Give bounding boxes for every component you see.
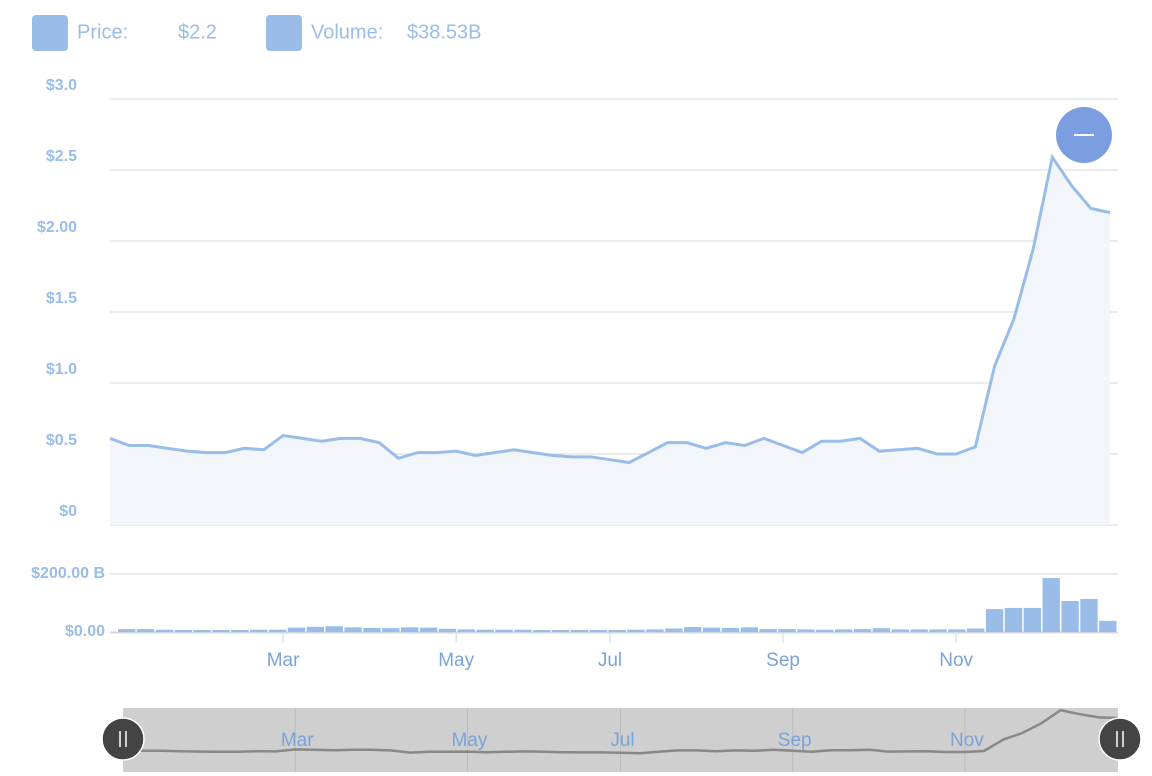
volume-bar [985, 609, 1004, 632]
volume-bar [740, 627, 759, 632]
navigator-handle[interactable] [1098, 717, 1142, 761]
y-tick-label: $2.5 [46, 148, 77, 165]
legend-swatch [32, 15, 68, 51]
volume-bar [967, 628, 985, 632]
x-tick-label: Nov [939, 650, 973, 671]
volume-bar [174, 629, 192, 632]
volume-bar [702, 627, 721, 632]
volume-bar [382, 628, 400, 632]
navigator-label: Jul [610, 730, 634, 751]
volume-bar [533, 629, 551, 632]
volume-bar [231, 629, 249, 632]
volume-bar [419, 627, 438, 632]
volume-bar [872, 628, 891, 632]
volume-bar [401, 627, 419, 632]
x-tick-label: Mar [267, 650, 300, 671]
volume-bar [476, 629, 494, 632]
volume-bar [853, 629, 872, 632]
x-tick-label: May [438, 650, 474, 671]
y-tick-label: $200.00 B [31, 565, 105, 582]
y-tick-label: $2.00 [37, 219, 77, 236]
volume-bar [118, 629, 136, 632]
volume-bar [325, 626, 343, 632]
volume-bar [797, 629, 815, 632]
volume-bar [608, 629, 626, 632]
volume-bar [1042, 578, 1060, 632]
volume-bar [363, 627, 381, 632]
y-tick-label: $1.0 [46, 361, 77, 378]
volume-bar [834, 629, 853, 632]
volume-bar [1061, 600, 1079, 632]
volume-bar [1004, 607, 1023, 632]
volume-bar [759, 629, 777, 632]
volume-bar [268, 629, 287, 632]
volume-bar [948, 629, 966, 632]
price-area [110, 157, 1110, 525]
volume-bar [193, 629, 211, 632]
legend-label: Volume: [311, 21, 383, 43]
volume-bar [551, 629, 570, 632]
navigator-label: May [451, 730, 487, 751]
volume-bar [344, 627, 362, 632]
volume-bar [212, 629, 230, 632]
volume-bar [627, 629, 645, 632]
volume-bar [778, 629, 796, 632]
price-line [109, 153, 1111, 465]
y-tick-label: $0.5 [46, 432, 77, 449]
y-tick-label: $3.0 [46, 77, 77, 94]
navigator-label: Sep [778, 730, 812, 751]
x-tick-label: Jul [598, 650, 622, 671]
volume-bar [457, 629, 475, 632]
legend-value: $2.2 [178, 21, 217, 43]
volume-bar [1099, 620, 1117, 632]
volume-bar [684, 627, 702, 632]
volume-bar [1023, 607, 1042, 632]
volume-bar [250, 629, 268, 632]
x-tick-label: Sep [766, 650, 800, 671]
navigator-label: Nov [950, 730, 984, 751]
volume-bar [306, 626, 325, 632]
volume-bar [287, 627, 306, 632]
volume-bar [570, 629, 589, 632]
volume-bar [514, 629, 532, 632]
y-tick-label: $1.5 [46, 290, 77, 307]
y-tick-label: $0 [59, 503, 77, 520]
y-tick-label: $0.00 [65, 623, 105, 640]
volume-bar [1080, 598, 1098, 632]
navigator-handle[interactable] [101, 717, 145, 761]
volume-bar [155, 629, 174, 632]
navigator-line [122, 708, 1119, 755]
navigator-label: Mar [281, 730, 314, 751]
volume-bar [589, 629, 608, 632]
volume-bar [929, 629, 947, 632]
volume-bar [665, 628, 683, 632]
volume-bar [136, 629, 155, 632]
volume-bar [891, 629, 909, 632]
volume-bar [646, 629, 664, 632]
volume-bar [495, 629, 513, 632]
volume-bar [816, 629, 834, 632]
legend-swatch [266, 15, 302, 51]
volume-bar [721, 627, 740, 632]
legend-label: Price: [77, 21, 128, 43]
volume-bar [910, 629, 928, 632]
legend-value: $38.53B [407, 21, 482, 43]
volume-bar [438, 628, 457, 632]
